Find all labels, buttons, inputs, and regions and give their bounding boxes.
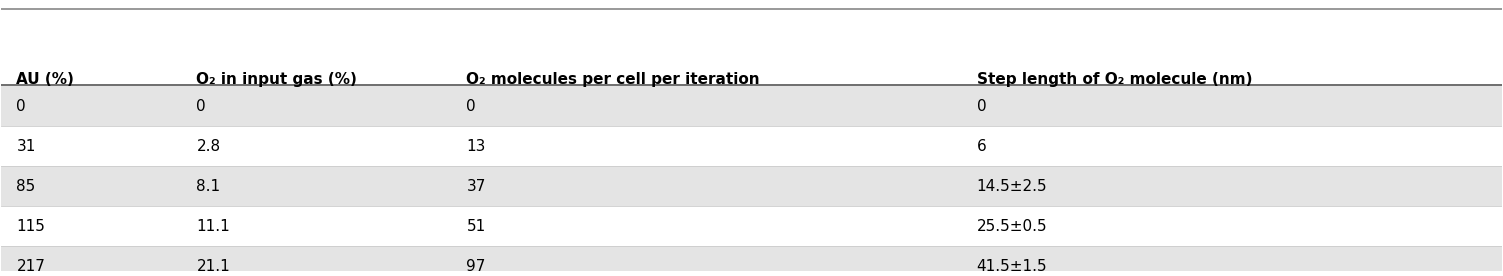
Text: 31: 31 [17,139,36,154]
FancyBboxPatch shape [2,126,1501,166]
Text: 0: 0 [197,99,206,114]
Text: 6: 6 [977,139,986,154]
Text: 11.1: 11.1 [197,219,230,233]
FancyBboxPatch shape [2,206,1501,246]
Text: 25.5±0.5: 25.5±0.5 [977,219,1048,233]
Text: 21.1: 21.1 [197,259,230,274]
Text: 0: 0 [977,99,986,114]
Text: O₂ molecules per cell per iteration: O₂ molecules per cell per iteration [466,71,761,87]
Text: AU (%): AU (%) [17,71,74,87]
Text: 85: 85 [17,179,36,194]
Text: 14.5±2.5: 14.5±2.5 [977,179,1048,194]
Text: 13: 13 [466,139,485,154]
Text: 0: 0 [466,99,476,114]
Text: 115: 115 [17,219,45,233]
Text: 51: 51 [466,219,485,233]
Text: 97: 97 [466,259,485,274]
Text: 8.1: 8.1 [197,179,221,194]
Text: 217: 217 [17,259,45,274]
FancyBboxPatch shape [2,246,1501,276]
Text: 2.8: 2.8 [197,139,221,154]
Text: Step length of O₂ molecule (nm): Step length of O₂ molecule (nm) [977,71,1252,87]
Text: 37: 37 [466,179,485,194]
Text: O₂ in input gas (%): O₂ in input gas (%) [197,71,358,87]
Text: 0: 0 [17,99,26,114]
Text: 41.5±1.5: 41.5±1.5 [977,259,1048,274]
FancyBboxPatch shape [2,86,1501,126]
FancyBboxPatch shape [2,166,1501,206]
